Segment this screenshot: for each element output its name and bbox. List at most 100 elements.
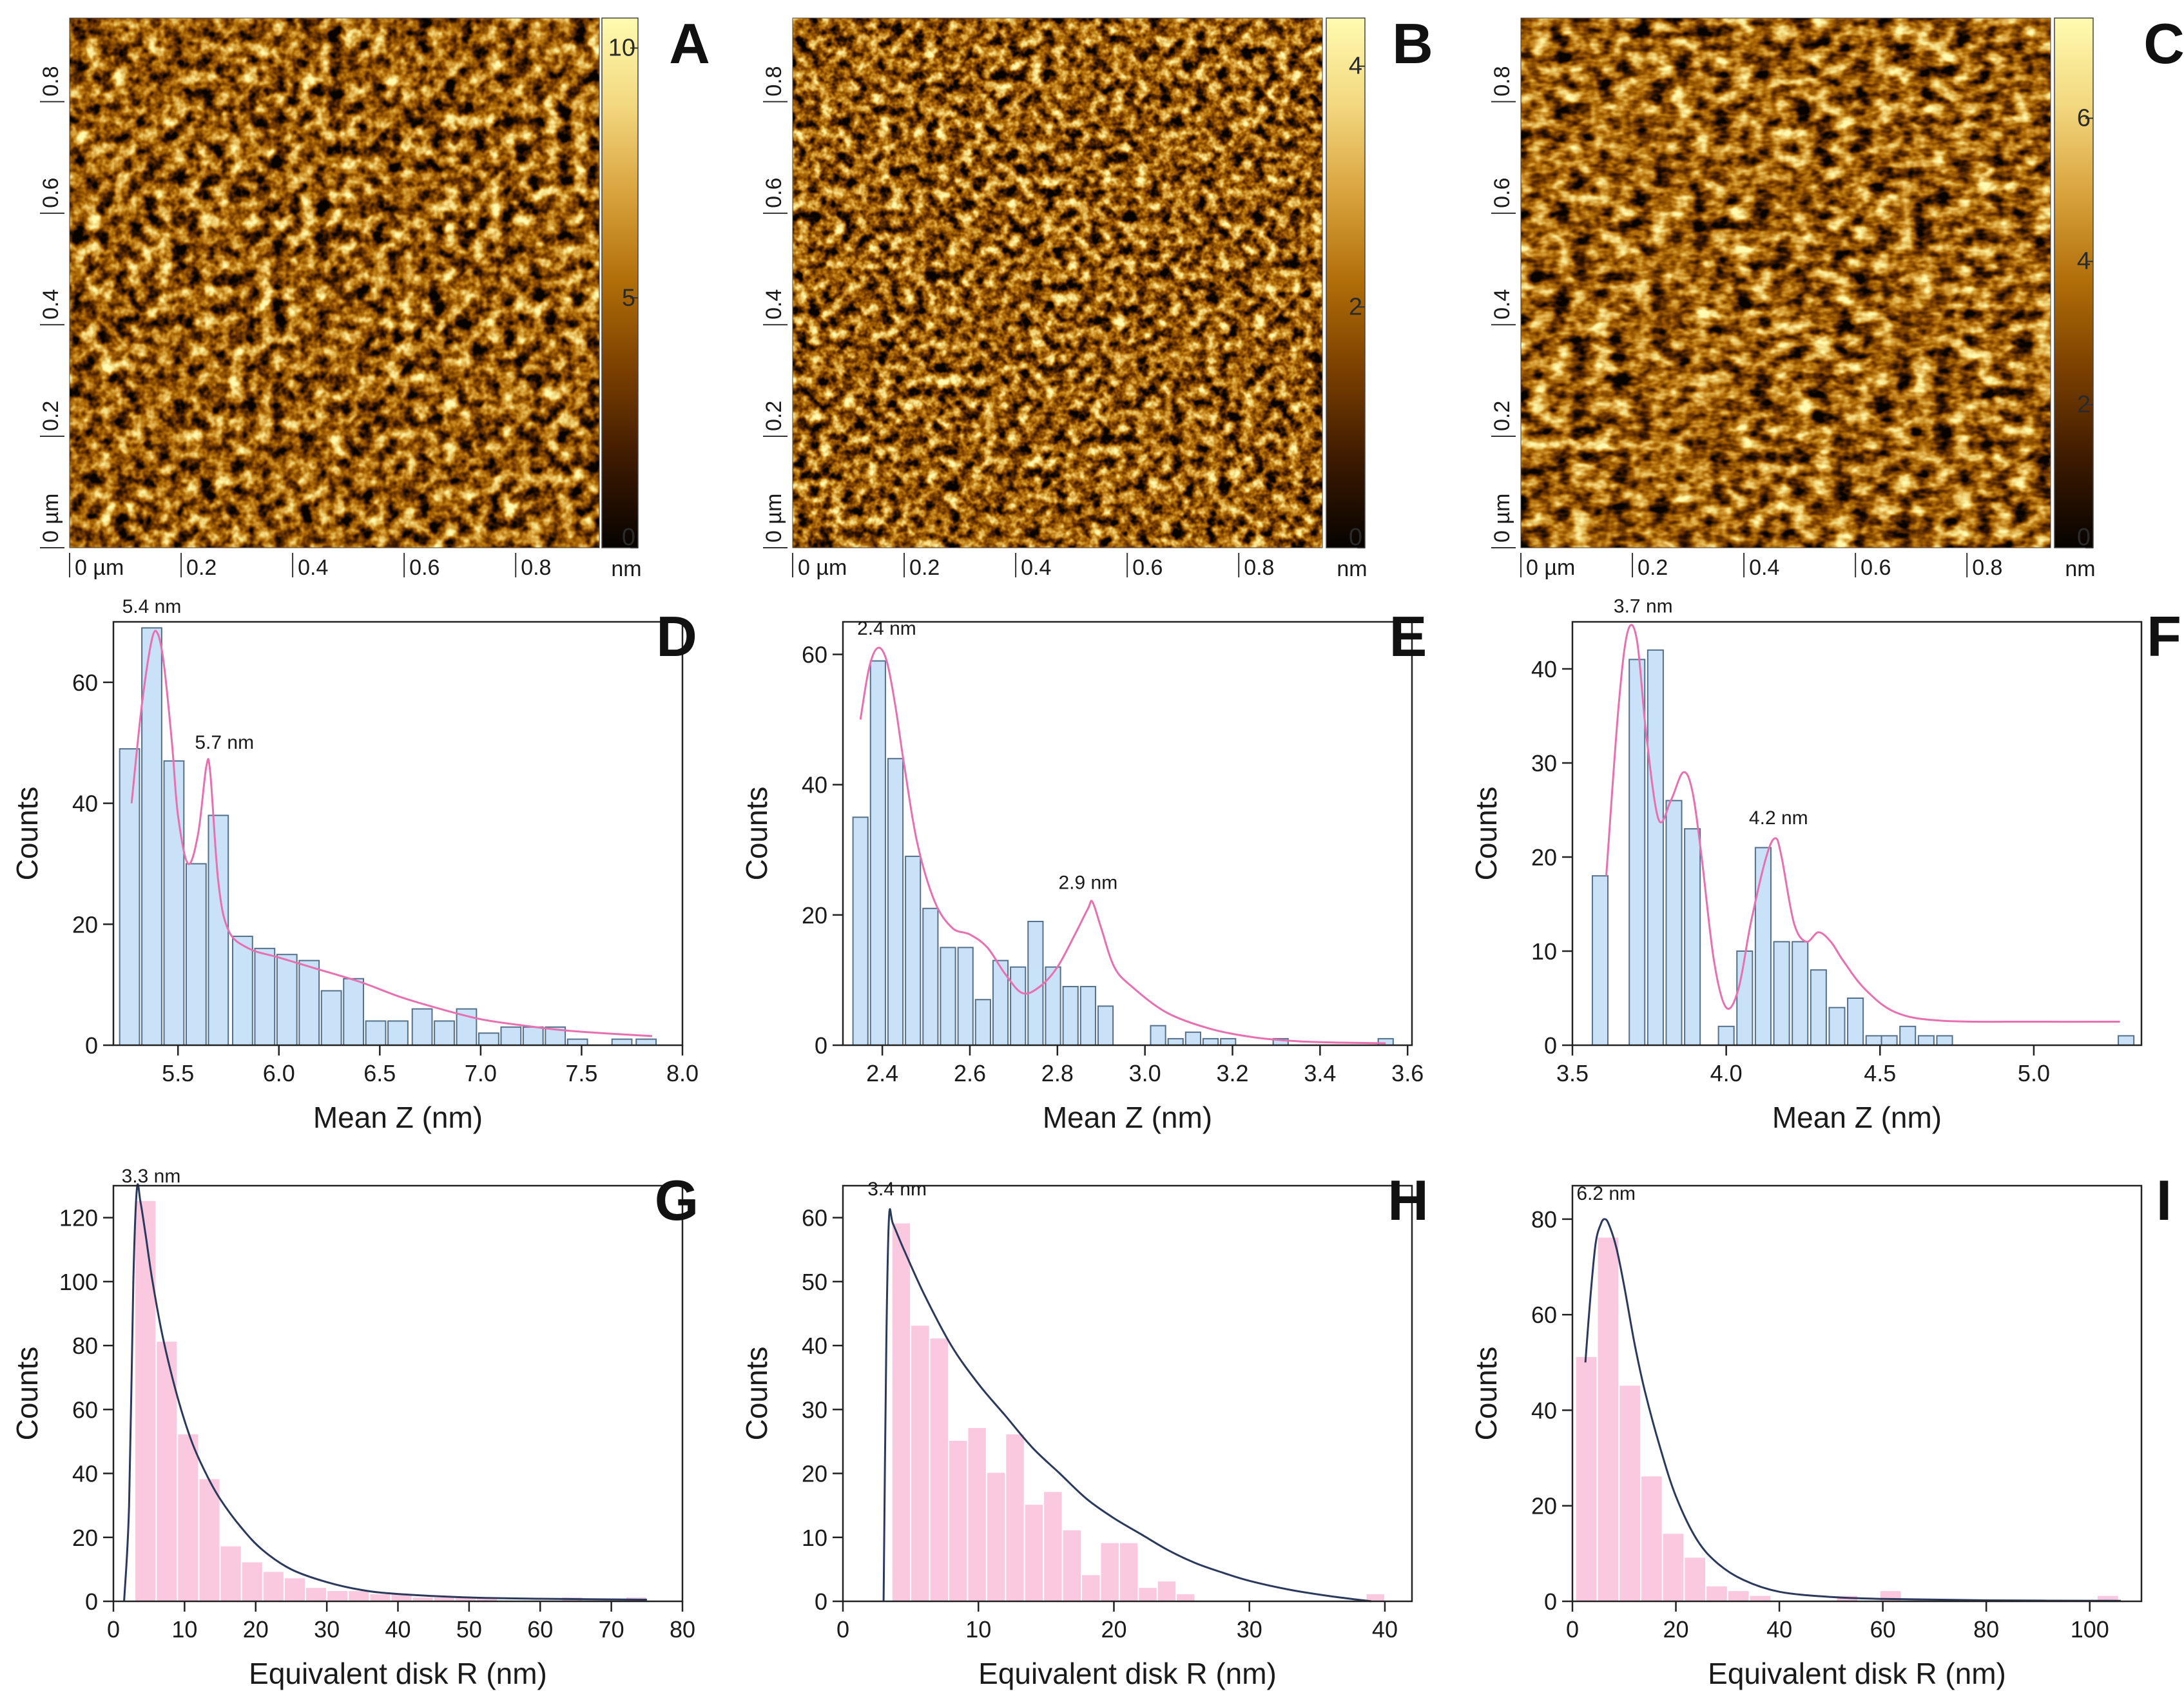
histogram-bar	[1591, 875, 1609, 1046]
afm-height-map	[1521, 18, 2051, 548]
y-tick-label: 0 µm	[39, 494, 63, 543]
scale-tick-label: 2	[1349, 293, 1362, 320]
scale-tick-label: 0	[622, 524, 635, 551]
histogram-bar	[1828, 1007, 1846, 1046]
plot-frame	[842, 1184, 1413, 1603]
y-tick-label: 0	[85, 1588, 98, 1615]
color-scale-bar	[601, 17, 639, 548]
x-tick-label: 50	[456, 1616, 482, 1643]
x-tick-label: 0.4	[1749, 555, 1779, 580]
histogram-bar	[306, 1588, 327, 1602]
histogram-bar	[178, 1434, 198, 1602]
y-tick-label: 0.2	[39, 401, 63, 431]
afm-height-map	[70, 18, 599, 548]
histogram-bar	[1150, 1025, 1166, 1046]
peak-annotation: 5.4 nm	[122, 596, 182, 617]
histogram-bar	[987, 1472, 1005, 1603]
x-tick-label: 0.2	[186, 555, 217, 580]
y-tick-label: 0	[1544, 1032, 1557, 1059]
histogram-bar	[566, 1038, 588, 1046]
x-tick-label: 10	[171, 1616, 197, 1643]
bar-series	[852, 660, 1394, 1046]
histogram-bar	[1167, 1037, 1184, 1046]
x-tick-label: 60	[1870, 1616, 1896, 1643]
y-tick-label: 0.8	[762, 66, 786, 97]
color-scale-bar	[1326, 17, 1366, 548]
histogram-bar	[1119, 1543, 1138, 1603]
peak-annotation: 2.9 nm	[1059, 872, 1118, 893]
fit-curve	[1605, 624, 2120, 1023]
y-tick-label: 40	[802, 772, 827, 798]
x-tick-label: 40	[1372, 1616, 1398, 1643]
y-tick-label: 40	[1531, 1397, 1557, 1423]
y-tick-label: 80	[1531, 1206, 1557, 1233]
y-tick-label: 10	[1531, 938, 1557, 965]
y-tick-label: 40	[72, 791, 98, 817]
scale-tick-label: 0	[1349, 524, 1362, 551]
y-tick-label: 0.6	[39, 178, 63, 208]
histogram-bar	[1865, 1035, 1882, 1046]
peak-annotation: 3.3 nm	[122, 1166, 181, 1187]
histogram-bar	[1647, 649, 1664, 1046]
histogram-panel-e: 2.4 2.6 2.8 3.0 3.2 3.4 3.6 0 20 40 60 Mean Z (nm) C…	[740, 604, 1427, 1134]
histogram-bar	[1097, 1005, 1114, 1046]
y-tick-label: 60	[72, 1396, 98, 1423]
x-axis-label: Mean Z (nm)	[1772, 1101, 1942, 1134]
histogram-bar	[276, 954, 298, 1046]
x-tick-label: 0.8	[521, 555, 551, 580]
histogram-bar	[1063, 1530, 1081, 1603]
histogram-bar	[911, 1326, 929, 1602]
histogram-bar	[1754, 847, 1772, 1046]
histogram-bar	[391, 1594, 412, 1602]
peak-annotation: 3.7 nm	[1614, 595, 1673, 617]
y-tick-label: 0.6	[762, 178, 786, 208]
histogram-bar	[1641, 1476, 1662, 1603]
y-tick-label: 40	[802, 1333, 827, 1359]
histogram-bar	[163, 760, 185, 1046]
histogram-bar	[263, 1572, 284, 1603]
histogram-bar	[1619, 1385, 1640, 1603]
y-axis-label: Counts	[1469, 1347, 1503, 1441]
y-axis-label: Counts	[1469, 787, 1503, 881]
y-axis-label: Counts	[740, 1347, 773, 1441]
histogram-bar	[119, 748, 140, 1046]
fit-curve	[123, 1183, 647, 1602]
x-tick-label: 80	[1973, 1616, 1999, 1643]
x-tick-label: 40	[1766, 1616, 1792, 1643]
x-tick-label: 0	[1566, 1616, 1579, 1643]
histogram-bar	[974, 999, 991, 1046]
x-tick-label: 3.4	[1304, 1060, 1336, 1086]
y-tick-label: 0.8	[39, 66, 63, 97]
peak-annotation: 3.4 nm	[867, 1179, 927, 1200]
histogram-bar	[1079, 986, 1096, 1046]
x-tick-label: 0.8	[1244, 555, 1274, 580]
histogram-bar	[1628, 659, 1646, 1046]
scale-tick-label: 6	[2077, 105, 2091, 132]
x-tick-label: 0.6	[1860, 555, 1891, 580]
histogram-bar	[186, 863, 207, 1046]
y-tick-label: 0.6	[1490, 178, 1514, 208]
histogram-bar	[478, 1032, 499, 1046]
histogram-bar	[370, 1594, 391, 1602]
scale-tick-label: 5	[622, 284, 635, 311]
y-tick-label: 20	[1531, 844, 1557, 871]
x-tick-label: 0 µm	[1526, 555, 1575, 580]
panel-letter: G	[655, 1168, 699, 1232]
color-scale-bar	[2054, 17, 2094, 548]
y-tick-label: 40	[72, 1461, 98, 1487]
afm-height-map	[793, 18, 1322, 548]
histogram-bar	[1810, 969, 1827, 1046]
panel-letter: H	[1387, 1168, 1429, 1232]
x-tick-label: 30	[314, 1616, 340, 1643]
scale-tick-label: 2	[2077, 391, 2091, 418]
scale-tick-label: 0	[2077, 524, 2091, 551]
histogram-bar	[1773, 941, 1790, 1046]
histogram-bar	[869, 660, 886, 1046]
histogram-panel-h: 0 10 20 30 40 0 10 20 30 40 50 60 Equivalent disk R …	[740, 1168, 1429, 1690]
y-tick-label: 0.4	[1490, 289, 1514, 320]
x-axis-label: Equivalent disk R (nm)	[1708, 1657, 2006, 1690]
histogram-bar	[1006, 1434, 1024, 1602]
y-tick-label: 20	[72, 1525, 98, 1551]
x-tick-label: 30	[1237, 1616, 1262, 1643]
